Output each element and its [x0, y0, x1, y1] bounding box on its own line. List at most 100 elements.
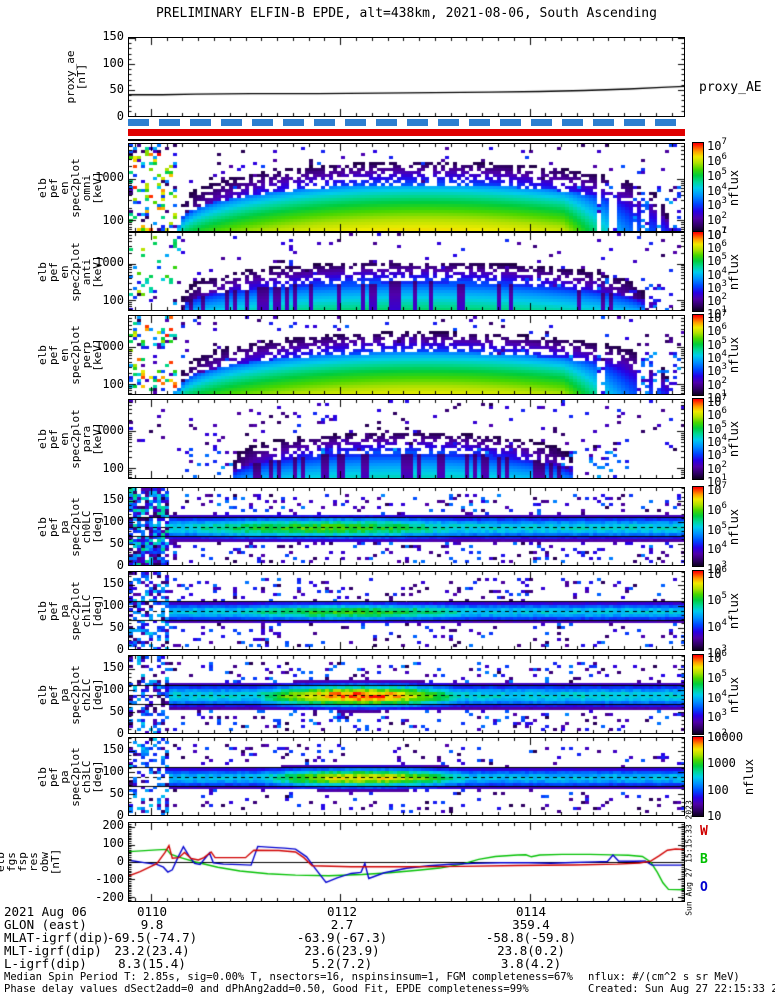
colorbar-label-en_omni-3: 104 — [707, 181, 727, 198]
colorbar-label-en_anti-3: 104 — [707, 265, 727, 282]
ylabel-en_perp: elb pef en spec2plot perp [keV] — [36, 325, 104, 385]
ylabel-en_anti: elb pef en spec2plot anti [keV] — [36, 241, 104, 302]
ytick-pa_ch2lc-0: 150 — [102, 660, 124, 675]
colorbar-label-pa_ch1lc-0: 106 — [707, 565, 727, 581]
colorbar-label-en_para-4: 103 — [707, 446, 727, 463]
colorbar-label-pa_ch2lc-2: 104 — [707, 688, 727, 705]
ylabel-en_omni: elb pef en spec2plot omni [keV] — [36, 157, 104, 218]
colorbar-label-pa_ch2lc-0: 106 — [707, 649, 727, 665]
ytick-pa_ch3lc-1: 100 — [102, 764, 124, 779]
legend-item-b: B — [700, 852, 708, 867]
ytick-en_para-0: 1000 — [95, 422, 124, 437]
colorbar-label-pa_ch2lc-3: 103 — [707, 708, 727, 725]
ytick-fgs_obw-1: 100 — [102, 836, 124, 851]
spectrogram-canvas-en_perp — [129, 316, 684, 394]
line-canvas-fgs_obw — [129, 823, 684, 901]
colorbar-label-pa_ch0lc-2: 105 — [707, 520, 727, 537]
side-timestamp: Sun Aug 27 15:15:33 2023 — [684, 800, 694, 916]
colorbar-pa_ch1lc — [692, 570, 704, 651]
colorbar-label-pa_ch2lc-4: 102 — [707, 728, 727, 744]
colorbar-label-en_perp-5: 102 — [707, 375, 727, 392]
spectrogram-canvas-en_anti — [129, 233, 684, 310]
ytick-proxy_ae-3: 0 — [116, 109, 124, 123]
spectrogram-canvas-pa_ch2lc — [129, 656, 684, 733]
colorbar-label-en_para-1: 106 — [707, 406, 727, 423]
spectrogram-canvas-en_para — [129, 400, 684, 478]
eph-value-r2-c0: -69.5(-74.7) — [106, 930, 198, 945]
colorbar-en_omni — [692, 142, 704, 233]
colorbar-label-en_anti-2: 105 — [707, 252, 727, 269]
eph-value-r1-c2: 359.4 — [512, 917, 550, 932]
spectrogram-canvas-pa_ch1lc — [129, 572, 684, 649]
ytick-proxy_ae-1: 100 — [102, 55, 124, 70]
colorbar-title-pa_ch2lc: nflux — [727, 676, 741, 713]
colorbar-title-en_perp: nflux — [727, 336, 741, 374]
colorbar-label-pa_ch1lc-1: 105 — [707, 591, 727, 608]
ylabel-fgs_obw: elb fgs fsp res obw [nT] — [0, 848, 62, 876]
ytick-fgs_obw-2: 0 — [116, 854, 124, 868]
colorbar-en_perp — [692, 314, 704, 396]
ytick-en_omni-1: 100 — [102, 212, 124, 227]
colorbar-title-pa_ch3lc: nflux — [742, 758, 756, 795]
colorbar-label-pa_ch3lc-3: 10 — [707, 809, 722, 823]
colorbar-label-pa_ch1lc-3: 103 — [707, 644, 727, 660]
eph-value-r3-c2: 23.8(0.2) — [497, 943, 565, 958]
footer-phase-delay-line: Phase delay values dSect2add=0 and dPhAn… — [4, 983, 529, 995]
colorbar-title-en_para: nflux — [727, 420, 741, 458]
ytick-proxy_ae-2: 50 — [109, 82, 124, 97]
colorbar-label-pa_ch0lc-0: 107 — [707, 481, 727, 497]
ytick-pa_ch0lc-2: 50 — [109, 536, 124, 551]
ytick-pa_ch3lc-0: 150 — [102, 742, 124, 757]
legend-item-w: W — [700, 824, 708, 839]
eph-row-label-0: 2021 Aug 06 — [4, 904, 87, 919]
eph-value-r3-c0: 23.2(23.4) — [114, 943, 190, 958]
eph-row-label-1: GLON (east) — [4, 917, 87, 932]
colorbar-label-en_omni-4: 103 — [707, 196, 727, 213]
colorbar-label-en_anti-6: 101 — [707, 305, 727, 321]
ytick-en_perp-0: 1000 — [95, 338, 124, 353]
ytick-pa_ch2lc-3: 0 — [116, 726, 124, 740]
panel-fgs_obw — [128, 822, 685, 902]
eph-value-r3-c1: 23.6(23.9) — [304, 943, 380, 958]
colorbar-title-pa_ch1lc: nflux — [727, 592, 741, 629]
ytick-pa_ch0lc-0: 150 — [102, 492, 124, 507]
colorbar-en_para — [692, 398, 704, 480]
ytick-pa_ch2lc-2: 50 — [109, 704, 124, 719]
spectrogram-canvas-pa_ch3lc — [129, 738, 684, 815]
eph-row-label-3: MLT-igrf(dip) — [4, 943, 102, 958]
ytick-pa_ch2lc-1: 100 — [102, 682, 124, 697]
eph-row-label-2: MLAT-igrf(dip) — [4, 930, 110, 945]
eph-value-r4-c0: 8.3(15.4) — [118, 956, 186, 971]
ytick-en_perp-1: 100 — [102, 377, 124, 392]
colorbar-label-en_perp-4: 103 — [707, 362, 727, 379]
spectrogram-canvas-pa_ch0lc — [129, 488, 684, 565]
proxy-ae-right-label: proxy_AE — [699, 80, 762, 95]
ytick-fgs_obw-3: -100 — [95, 871, 124, 886]
ytick-pa_ch1lc-3: 0 — [116, 642, 124, 656]
panel-en_para — [128, 399, 685, 479]
colorbar-pa_ch0lc — [692, 486, 704, 567]
ytick-fgs_obw-4: -200 — [95, 889, 124, 904]
ytick-pa_ch1lc-2: 50 — [109, 620, 124, 635]
status-bar-blue-dashed — [128, 119, 685, 126]
colorbar-label-en_para-5: 102 — [707, 459, 727, 476]
eph-value-r1-c1: 2.7 — [330, 917, 354, 932]
colorbar-pa_ch2lc — [692, 654, 704, 735]
eph-value-r0-c2: 0114 — [515, 904, 547, 919]
ytick-en_anti-0: 1000 — [95, 255, 124, 270]
colorbar-label-en_perp-6: 101 — [707, 389, 727, 405]
colorbar-label-pa_ch3lc-0: 10000 — [707, 730, 744, 744]
colorbar-label-pa_ch3lc-1: 1000 — [707, 756, 736, 771]
ytick-pa_ch0lc-1: 100 — [102, 514, 124, 529]
eph-value-r4-c2: 3.8(4.2) — [500, 956, 562, 971]
eph-row-label-4: L-igrf(dip) — [4, 956, 87, 971]
panel-proxy_ae — [128, 37, 685, 117]
colorbar-label-en_omni-1: 106 — [707, 151, 727, 168]
colorbar-title-en_omni: nflux — [727, 169, 741, 206]
colorbar-label-en_omni-6: 101 — [707, 226, 727, 242]
eph-value-r1-c0: 9.8 — [140, 917, 164, 932]
colorbar-label-en_perp-0: 107 — [707, 309, 727, 325]
colorbar-label-en_omni-5: 102 — [707, 211, 727, 228]
status-bar-red — [128, 129, 685, 136]
colorbar-label-pa_ch3lc-2: 100 — [707, 782, 729, 797]
